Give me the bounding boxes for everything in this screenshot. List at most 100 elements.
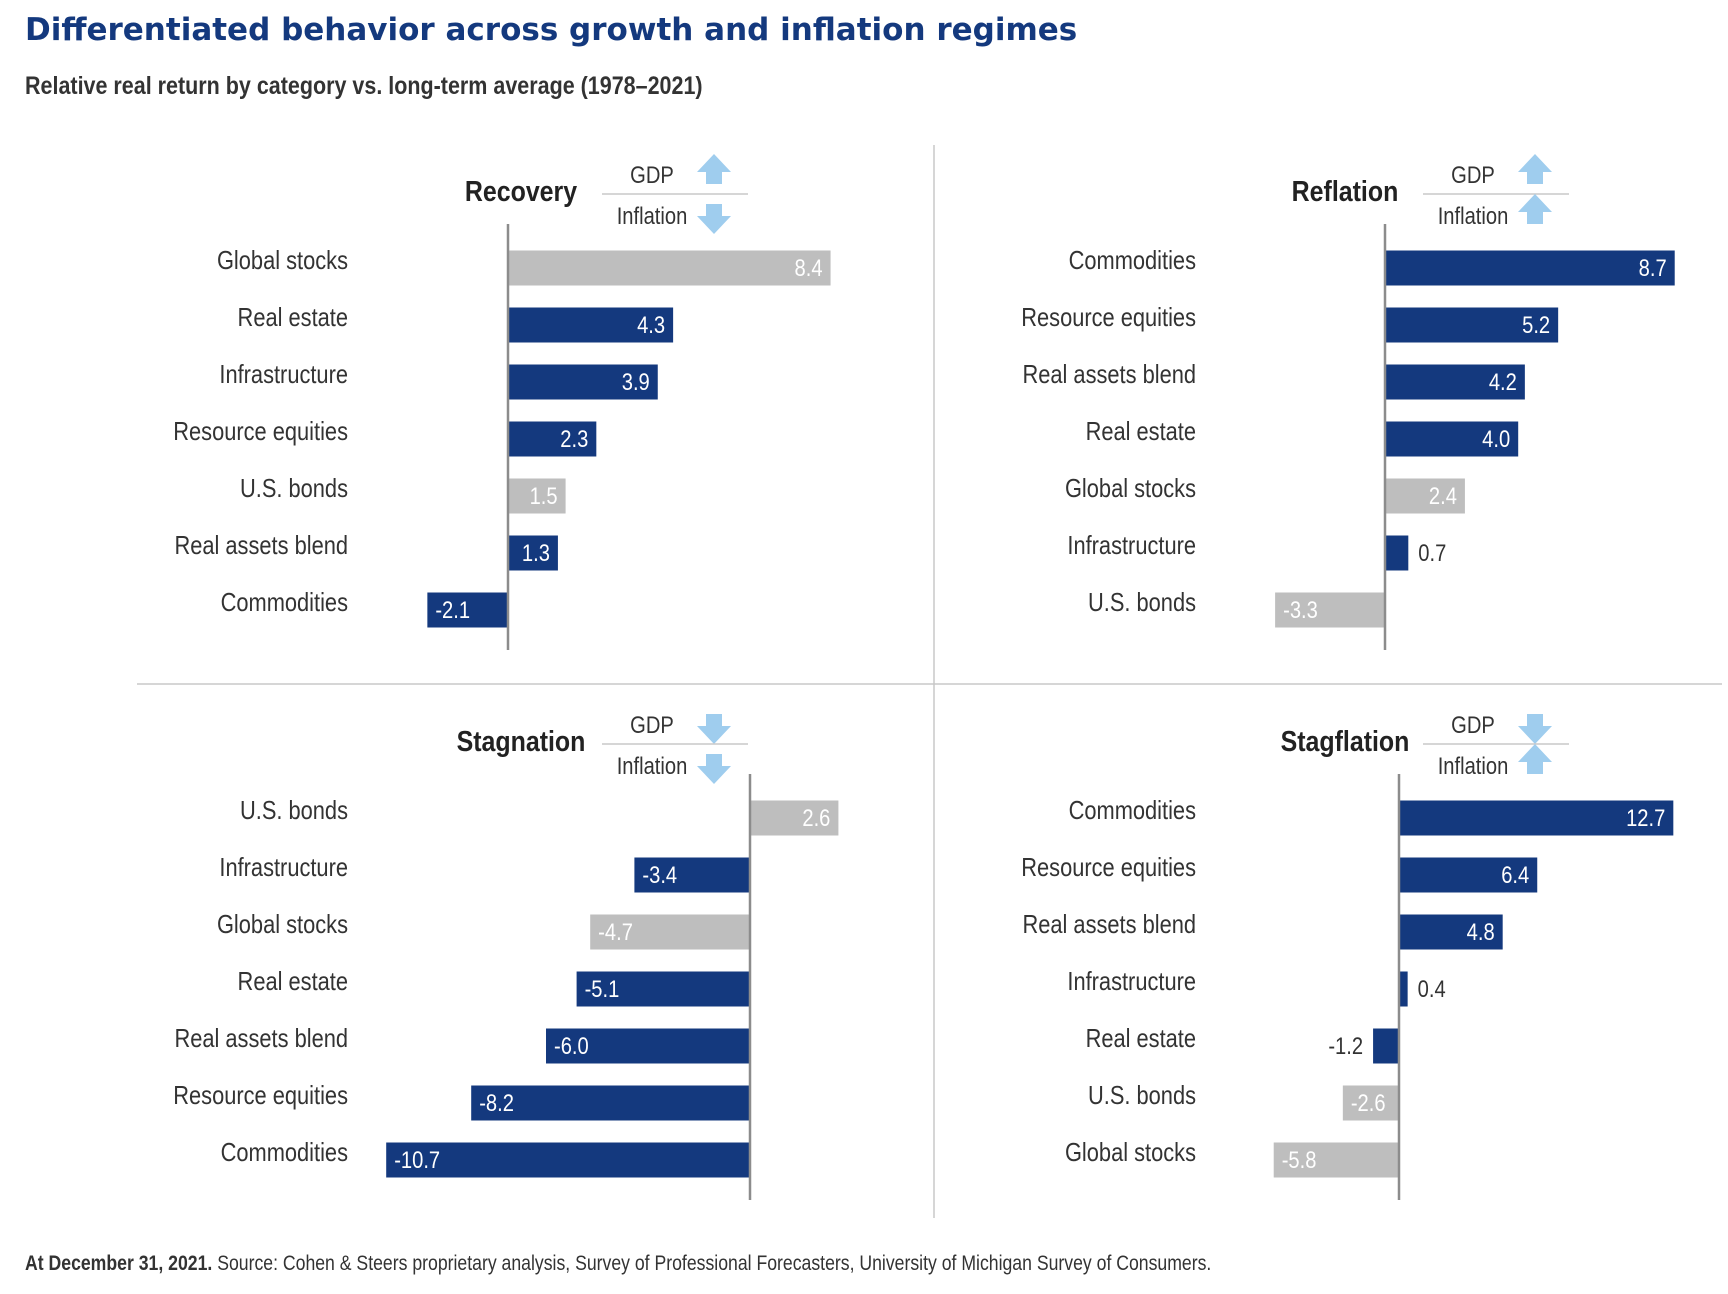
bar (508, 421, 597, 457)
category-label: Real estate (1086, 1024, 1196, 1053)
bar (1399, 800, 1674, 836)
value-label: 2.3 (560, 425, 588, 452)
value-label: 4.2 (1489, 368, 1517, 395)
bar (471, 1085, 750, 1121)
category-label: U.S. bonds (240, 796, 348, 825)
category-label: Global stocks (217, 910, 348, 939)
inflation-label: Inflation (617, 752, 688, 779)
gdp-down-arrow-icon (697, 714, 731, 744)
value-label: 8.7 (1639, 254, 1667, 281)
category-label: Real assets blend (174, 1024, 348, 1053)
inflation-label: Inflation (617, 202, 688, 229)
value-label: -4.7 (598, 918, 633, 945)
category-label: Commodities (1069, 246, 1196, 275)
category-label: Global stocks (1065, 474, 1196, 503)
bar (546, 1028, 750, 1064)
value-label: -1.2 (1328, 1032, 1363, 1059)
inflation-up-arrow-icon (1518, 744, 1552, 774)
value-label: 0.7 (1418, 539, 1446, 566)
category-label: Real assets blend (1022, 910, 1196, 939)
category-label: Infrastructure (1067, 967, 1196, 996)
category-label: Real assets blend (174, 531, 348, 560)
bar (1399, 971, 1408, 1007)
gdp-label: GDP (630, 161, 674, 188)
category-label: Commodities (1069, 796, 1196, 825)
gdp-label: GDP (1451, 711, 1495, 738)
bar (1342, 1085, 1399, 1121)
value-label: -8.2 (479, 1089, 514, 1116)
category-label: Real estate (1086, 417, 1196, 446)
value-label: -3.3 (1283, 596, 1318, 623)
bar (508, 478, 566, 514)
value-label: 4.8 (1467, 918, 1495, 945)
value-label: 0.4 (1418, 975, 1446, 1002)
gdp-down-arrow-icon (1518, 714, 1552, 744)
bar (1373, 1028, 1399, 1064)
value-label: 1.5 (530, 482, 558, 509)
value-label: 3.9 (622, 368, 650, 395)
category-label: U.S. bonds (240, 474, 348, 503)
gdp-up-arrow-icon (1518, 154, 1552, 184)
value-label: 4.3 (637, 311, 665, 338)
footnote-date: At December 31, 2021. (25, 1252, 213, 1275)
panel-title: Reflation (1292, 175, 1399, 207)
bar (634, 857, 750, 893)
value-label: 12.7 (1626, 804, 1665, 831)
bar (1399, 914, 1503, 950)
page-title: Differentiated behavior across growth an… (25, 12, 1078, 48)
value-label: -10.7 (394, 1146, 440, 1173)
value-label: -2.6 (1351, 1089, 1386, 1116)
inflation-label: Inflation (1438, 202, 1509, 229)
category-label: Commodities (221, 588, 348, 617)
gdp-label: GDP (630, 711, 674, 738)
value-label: -3.4 (642, 861, 677, 888)
panel-reflation: Reflation GDP Inflation Commodities 8.7 Resou… (1021, 154, 1675, 650)
bar (1385, 421, 1519, 457)
bar (1399, 857, 1538, 893)
inflation-down-arrow-icon (697, 204, 731, 234)
category-label: Resource equities (1021, 303, 1196, 332)
value-label: -5.1 (585, 975, 620, 1002)
category-label: Real estate (238, 967, 348, 996)
category-label: Resource equities (173, 1081, 348, 1110)
footnote-source: Source: Cohen & Steers proprietary analy… (212, 1252, 1212, 1275)
bar (508, 307, 674, 343)
value-label: 1.3 (522, 539, 550, 566)
bar (386, 1142, 750, 1178)
value-label: 2.4 (1429, 482, 1457, 509)
category-label: Global stocks (1065, 1138, 1196, 1167)
category-label: Resource equities (173, 417, 348, 446)
category-label: Commodities (221, 1138, 348, 1167)
gdp-up-arrow-icon (697, 154, 731, 184)
value-label: 5.2 (1522, 311, 1550, 338)
category-label: Resource equities (1021, 853, 1196, 882)
inflation-label: Inflation (1438, 752, 1509, 779)
category-label: Real assets blend (1022, 360, 1196, 389)
category-label: U.S. bonds (1088, 588, 1196, 617)
bar (508, 535, 558, 571)
bar (1385, 307, 1559, 343)
inflation-down-arrow-icon (697, 754, 731, 784)
bar (1385, 478, 1465, 514)
value-label: 4.0 (1482, 425, 1510, 452)
bar (1273, 1142, 1399, 1178)
bar (1385, 535, 1409, 571)
value-label: -2.1 (435, 596, 470, 623)
value-label: 8.4 (795, 254, 823, 281)
value-label: -5.8 (1282, 1146, 1317, 1173)
bar (427, 592, 508, 628)
bar (1275, 592, 1385, 628)
category-label: Infrastructure (219, 360, 348, 389)
panel-title: Stagflation (1281, 725, 1410, 757)
footnote: At December 31, 2021. Source: Cohen & St… (25, 1252, 1211, 1276)
value-label: 6.4 (1501, 861, 1529, 888)
category-label: Real estate (238, 303, 348, 332)
bar (576, 971, 750, 1007)
category-label: Global stocks (217, 246, 348, 275)
category-label: U.S. bonds (1088, 1081, 1196, 1110)
panel-stagnation: Stagnation GDP Inflation U.S. bonds 2.6 Infra… (173, 711, 839, 1200)
value-label: 2.6 (802, 804, 830, 831)
bar (1385, 250, 1675, 286)
value-label: -6.0 (554, 1032, 589, 1059)
panel-title: Stagnation (457, 725, 586, 757)
